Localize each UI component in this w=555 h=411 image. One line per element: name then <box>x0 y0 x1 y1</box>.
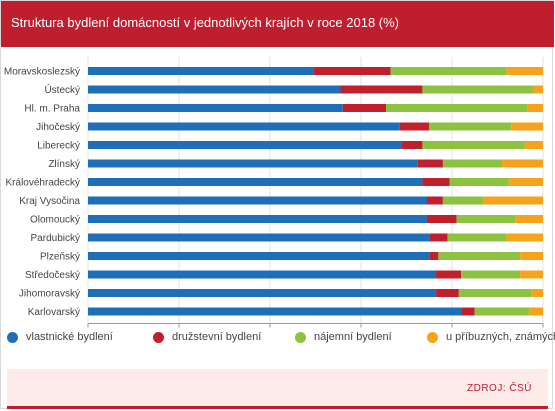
bar-segment <box>88 159 418 168</box>
bar-segment <box>520 270 543 279</box>
bar-segment <box>88 196 427 205</box>
source-note: ZDROJ: ČSÚ <box>467 383 532 394</box>
legend-swatch-relatives <box>427 331 438 343</box>
bar-segment <box>502 159 543 168</box>
legend-swatch-cooperative <box>153 331 164 343</box>
bar-segment <box>88 85 341 94</box>
legend-item-owner: vlastnické bydlení <box>7 331 113 343</box>
category-label: Moravskoslezský <box>4 67 80 78</box>
legend-swatch-rental <box>295 331 306 343</box>
bar-segment <box>426 215 457 223</box>
bar-segment <box>313 67 391 75</box>
bar-segment <box>524 141 543 149</box>
chart-header: Struktura bydlení domácností v jednotliv… <box>1 1 554 47</box>
bar-segment <box>88 122 400 131</box>
bar-segment <box>429 252 439 260</box>
bar-segment <box>88 307 462 316</box>
bar-segment <box>88 67 314 75</box>
bar-segment <box>429 122 512 131</box>
chart-legend: vlastnické bydlení družstevní bydlení ná… <box>1 331 555 351</box>
bar-segment <box>511 122 543 131</box>
bar-segment <box>399 122 430 131</box>
bar-segment <box>474 307 530 316</box>
bar-segment <box>461 270 521 279</box>
bar-segment <box>442 159 503 168</box>
bar-segment <box>447 233 507 242</box>
chart-title: Struktura bydlení domácností v jednotliv… <box>11 15 400 30</box>
legend-item-cooperative: družstevní bydlení <box>153 331 261 343</box>
legend-label-rental: nájemní bydlení <box>314 331 392 343</box>
bar-segment <box>436 289 459 297</box>
bar-segment <box>88 141 402 149</box>
bar-segment <box>88 270 437 279</box>
bar-segment <box>401 141 423 149</box>
bar-segment <box>506 233 543 242</box>
bar-segment <box>483 196 543 205</box>
legend-label-owner: vlastnické bydlení <box>26 331 113 343</box>
bar-segment <box>88 104 343 112</box>
category-label: Olomoucký <box>30 215 80 226</box>
bar-segment <box>456 215 516 223</box>
bar-segment <box>422 178 450 186</box>
footer-rule <box>7 406 548 409</box>
bar-segment <box>515 215 543 223</box>
bar-segment <box>438 252 521 260</box>
legend-swatch-owner <box>7 331 18 343</box>
bar-segment <box>436 270 462 279</box>
bar-segment <box>520 252 543 260</box>
category-label: Jihočeský <box>36 122 80 133</box>
bar-segment <box>529 307 543 316</box>
bar-segment <box>342 104 387 112</box>
bar-segment <box>458 289 532 297</box>
category-label: Hl. m. Praha <box>24 104 80 115</box>
chart-footer: ZDROJ: ČSÚ <box>7 369 548 408</box>
legend-label-cooperative: družstevní bydlení <box>172 331 262 343</box>
bar-segment <box>88 215 427 223</box>
category-label: Kraj Vysočina <box>19 196 80 207</box>
category-label: Ústecký <box>44 83 80 96</box>
legend-item-relatives: u příbuzných, známých <box>427 331 555 343</box>
bar-segment <box>422 141 525 149</box>
bar-segment <box>426 196 443 205</box>
stacked-bar-chart: 020406080100MoravskoslezskýÚsteckýHl. m.… <box>4 57 544 328</box>
bar-segment <box>340 85 423 94</box>
bar-segment <box>88 289 437 297</box>
category-label: Jihomoravský <box>19 289 80 300</box>
bar-segment <box>386 104 528 112</box>
legend-item-rental: nájemní bydlení <box>295 331 392 343</box>
bar-segment <box>429 233 448 242</box>
bar-segment <box>88 178 423 186</box>
legend-label-relatives: u příbuzných, známých <box>446 331 555 343</box>
bar-segment <box>527 104 543 112</box>
bar-segment <box>506 67 543 75</box>
bar-segment <box>531 289 543 297</box>
category-label: Královéhradecký <box>6 178 80 189</box>
bar-segment <box>390 67 507 75</box>
category-label: Středočeský <box>25 270 80 281</box>
bar-segment <box>422 85 534 94</box>
bar-segment <box>533 85 543 94</box>
category-label: Karlovarský <box>28 307 80 318</box>
bar-segment <box>449 178 509 186</box>
category-label: Zlínský <box>48 159 80 170</box>
bar-segment <box>417 159 443 168</box>
bar-segment <box>442 196 484 205</box>
bar-segment <box>88 233 430 242</box>
category-label: Pardubický <box>31 233 80 244</box>
category-label: Liberecký <box>37 141 80 152</box>
bar-segment <box>88 252 430 260</box>
bar-segment <box>461 307 475 316</box>
bar-segment <box>508 178 543 186</box>
category-label: Plzeňský <box>40 252 80 263</box>
